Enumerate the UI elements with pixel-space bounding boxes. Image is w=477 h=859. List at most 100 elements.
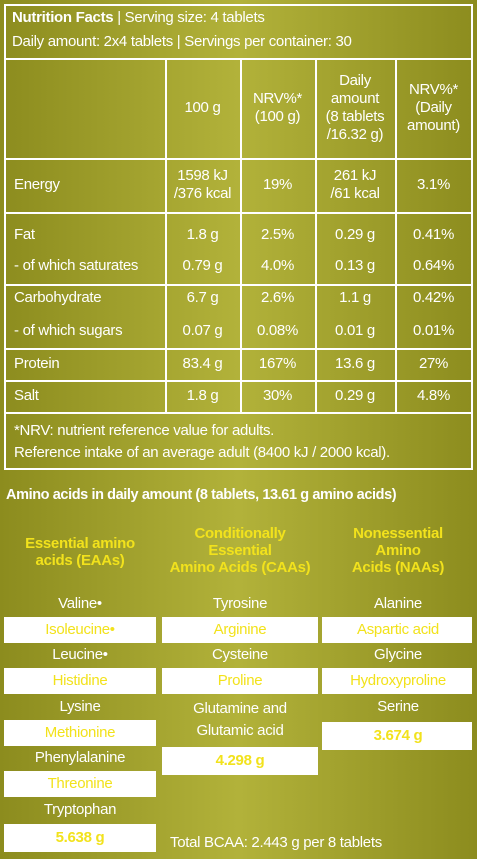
rule: [4, 158, 473, 160]
column-title: Amino Acids (CAAs): [169, 559, 311, 576]
row-label: - of which saturates: [14, 257, 139, 274]
cell: 0.42%: [412, 289, 455, 306]
footnote: *NRV: nutrient reference value for adult…: [14, 422, 275, 439]
bcaa-total: Total BCAA: 2.443 g per 8 tablets: [170, 834, 382, 851]
amino-acid: Leucine•: [52, 646, 108, 664]
rule: [4, 348, 473, 350]
item-box: [322, 668, 472, 695]
amino-acid: Alanine: [374, 595, 422, 612]
cell: 2.6%: [261, 289, 294, 306]
column-title: Amino: [375, 542, 421, 559]
column-title: Acids (NAAs): [351, 559, 445, 576]
cell: 13.6 g: [335, 355, 375, 372]
column-header: 100 g: [184, 99, 221, 116]
item-box: [4, 616, 156, 643]
item-box: [162, 616, 318, 643]
column-title: Conditionally: [194, 525, 286, 542]
amino-acid: Proline: [217, 672, 263, 690]
amino-acid: Arginine: [213, 620, 267, 638]
rule: [4, 4, 6, 470]
column-header: NRV%*: [252, 90, 303, 107]
cell: 30%: [262, 387, 293, 404]
rule: [4, 468, 473, 470]
total-box: [4, 824, 156, 853]
rule: [471, 4, 473, 470]
rule: [4, 212, 473, 214]
amino-acid: Hydroxyproline: [350, 672, 446, 690]
item-box: [162, 668, 318, 695]
cell: 1.8 g: [186, 226, 219, 243]
column-title: Essential: [208, 542, 272, 559]
column-header: (Daily: [415, 99, 452, 116]
row-label: Protein: [14, 355, 60, 372]
cell: 0.01%: [412, 322, 455, 339]
cell: 0.29 g: [335, 387, 375, 404]
item-box: [4, 719, 156, 746]
column-title: Essential amino: [25, 534, 135, 552]
rule: [4, 380, 473, 382]
cell: 0.01 g: [335, 322, 375, 339]
rule: [4, 412, 473, 414]
column-title: Nonessential: [353, 525, 443, 542]
amino-acid: Histidine: [52, 672, 108, 690]
total: 3.674 g: [373, 726, 423, 744]
cell: 2.5%: [261, 226, 294, 243]
column-header: /16.32 g): [326, 126, 384, 143]
amino-acid: Glutamic acid: [196, 721, 284, 739]
rule: [395, 58, 397, 412]
cell: 6.7 g: [186, 289, 219, 306]
amino-acid: Methionine: [44, 723, 116, 741]
cell: /376 kcal: [173, 185, 232, 202]
total-box: [322, 721, 472, 750]
cell: 0.07 g: [182, 322, 223, 339]
cell: 1.8 g: [186, 387, 219, 404]
daily-amount: Daily amount: 2x4 tablets | Servings per…: [12, 33, 352, 50]
cell: 4.8%: [417, 387, 450, 404]
total: 5.638 g: [55, 829, 105, 847]
amino-acid: Tryptophan: [43, 800, 117, 818]
row-label: Salt: [14, 387, 39, 404]
cell: 167%: [258, 355, 297, 372]
serving: | Serving size: 4 tablets: [113, 9, 265, 26]
column-header: amount): [407, 117, 460, 134]
row-label: Carbohydrate: [14, 289, 102, 306]
amino-acid: Threonine: [47, 774, 113, 792]
item-box: [322, 616, 472, 643]
cell: 19%: [262, 176, 293, 193]
cell: 0.08%: [256, 322, 299, 339]
cell: 0.41%: [412, 226, 455, 243]
cell: 3.1%: [417, 176, 450, 193]
column-header: amount: [330, 90, 380, 107]
amino-acid: Glutamine and: [193, 699, 287, 717]
header-line: Nutrition Facts | Serving size: 4 tablet…: [12, 9, 265, 27]
column-header: Daily: [339, 72, 371, 89]
row-label: Energy: [14, 176, 60, 193]
cell: 27%: [418, 355, 449, 372]
amino-acid: Aspartic acid: [357, 620, 439, 638]
title: Nutrition Facts: [12, 9, 114, 26]
cell: 0.29 g: [335, 226, 375, 243]
amino-title: Amino acids in daily amount (8 tablets, …: [6, 487, 397, 503]
amino-acid: Lysine: [59, 697, 101, 715]
amino-acid: Tyrosine: [212, 595, 268, 612]
cell: 0.64%: [412, 257, 455, 274]
rule: [240, 58, 242, 412]
cell: 1.1 g: [339, 289, 371, 306]
footnote: Reference intake of an average adult (84…: [14, 444, 390, 461]
rule: [165, 58, 167, 412]
rule: [4, 4, 473, 6]
cell: 0.79 g: [182, 257, 223, 274]
rule: [315, 58, 317, 412]
column-header: (100 g): [254, 108, 301, 125]
rule: [4, 284, 473, 286]
total-box: [162, 747, 318, 776]
amino-acid: Isoleucine•: [45, 620, 115, 638]
total: 4.298 g: [215, 752, 265, 770]
rule: [4, 58, 473, 60]
amino-acid: Valine•: [58, 595, 102, 612]
column-header: (8 tablets: [325, 108, 385, 125]
amino-acid: Cysteine: [212, 646, 268, 664]
amino-acid: Glycine: [374, 646, 422, 664]
column-title: acids (EAAs): [35, 551, 125, 569]
